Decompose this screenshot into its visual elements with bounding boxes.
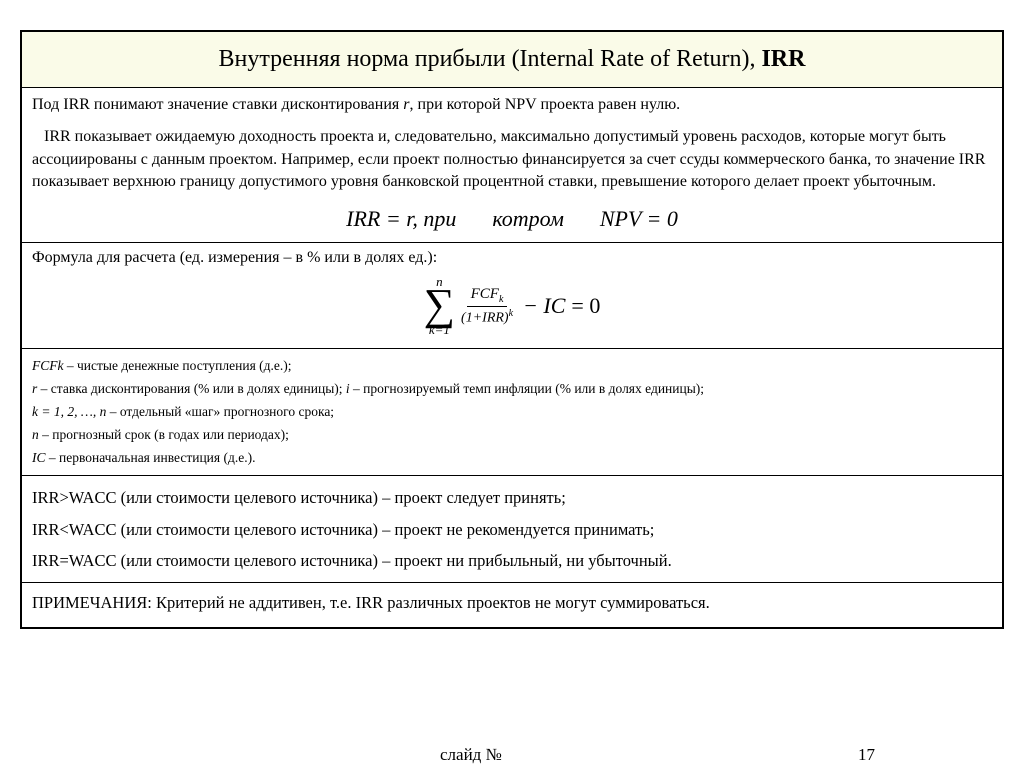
formula-intro: Формула для расчета (ед. измерения – в %… xyxy=(32,249,992,267)
decision-row: IRR>WACC (или стоимости целевого источни… xyxy=(21,476,1003,583)
irr-definition-table: Внутренняя норма прибыли (Internal Rate … xyxy=(20,30,1004,629)
note-row: ПРИМЕЧАНИЯ: Критерий не аддитивен, т.е. … xyxy=(21,583,1003,629)
legend-line-1: FCFk – чистые денежные поступления (д.е.… xyxy=(32,355,992,378)
minus-ic: − IC xyxy=(523,293,565,319)
legend-line-4: n – прогнозный срок (в годах или периода… xyxy=(32,424,992,447)
title-acronym: IRR xyxy=(761,46,805,72)
decision-accept: IRR>WACC (или стоимости целевого источни… xyxy=(32,482,992,513)
definition-p1: Под IRR понимают значение ставки дисконт… xyxy=(32,94,992,116)
footer-page-number: 17 xyxy=(858,745,875,765)
legend-line-2: r – ставка дисконтирования (% или в доля… xyxy=(32,378,992,401)
legend-line-5: IC – первоначальная инвестиция (д.е.). xyxy=(32,447,992,470)
sigma-block: n ∑ k=1 xyxy=(424,275,455,335)
formula-main: n ∑ k=1 FCFk (1+IRR)k − IC = 0 xyxy=(32,275,992,335)
fraction-block: FCFk (1+IRR)k xyxy=(461,286,513,326)
definition-row: Под IRR понимают значение ставки дисконт… xyxy=(21,88,1003,243)
formula-row: Формула для расчета (ед. измерения – в %… xyxy=(21,243,1003,348)
formula-simple: IRR = r, прикотромNPV = 0 xyxy=(32,204,992,235)
decision-neutral: IRR=WACC (или стоимости целевого источни… xyxy=(32,545,992,576)
title-text: Внутренняя норма прибыли (Internal Rate … xyxy=(219,46,762,72)
footer-label: слайд № xyxy=(440,745,502,765)
legend-line-3: k = 1, 2, …, n – отдельный «шаг» прогноз… xyxy=(32,401,992,424)
legend-row: FCFk – чистые денежные поступления (д.е.… xyxy=(21,348,1003,476)
definition-p2: IRR показывает ожидаемую доходность прое… xyxy=(32,126,992,193)
title-row: Внутренняя норма прибыли (Internal Rate … xyxy=(21,31,1003,88)
eq-zero: = 0 xyxy=(571,293,600,319)
decision-reject: IRR<WACC (или стоимости целевого источни… xyxy=(32,514,992,545)
